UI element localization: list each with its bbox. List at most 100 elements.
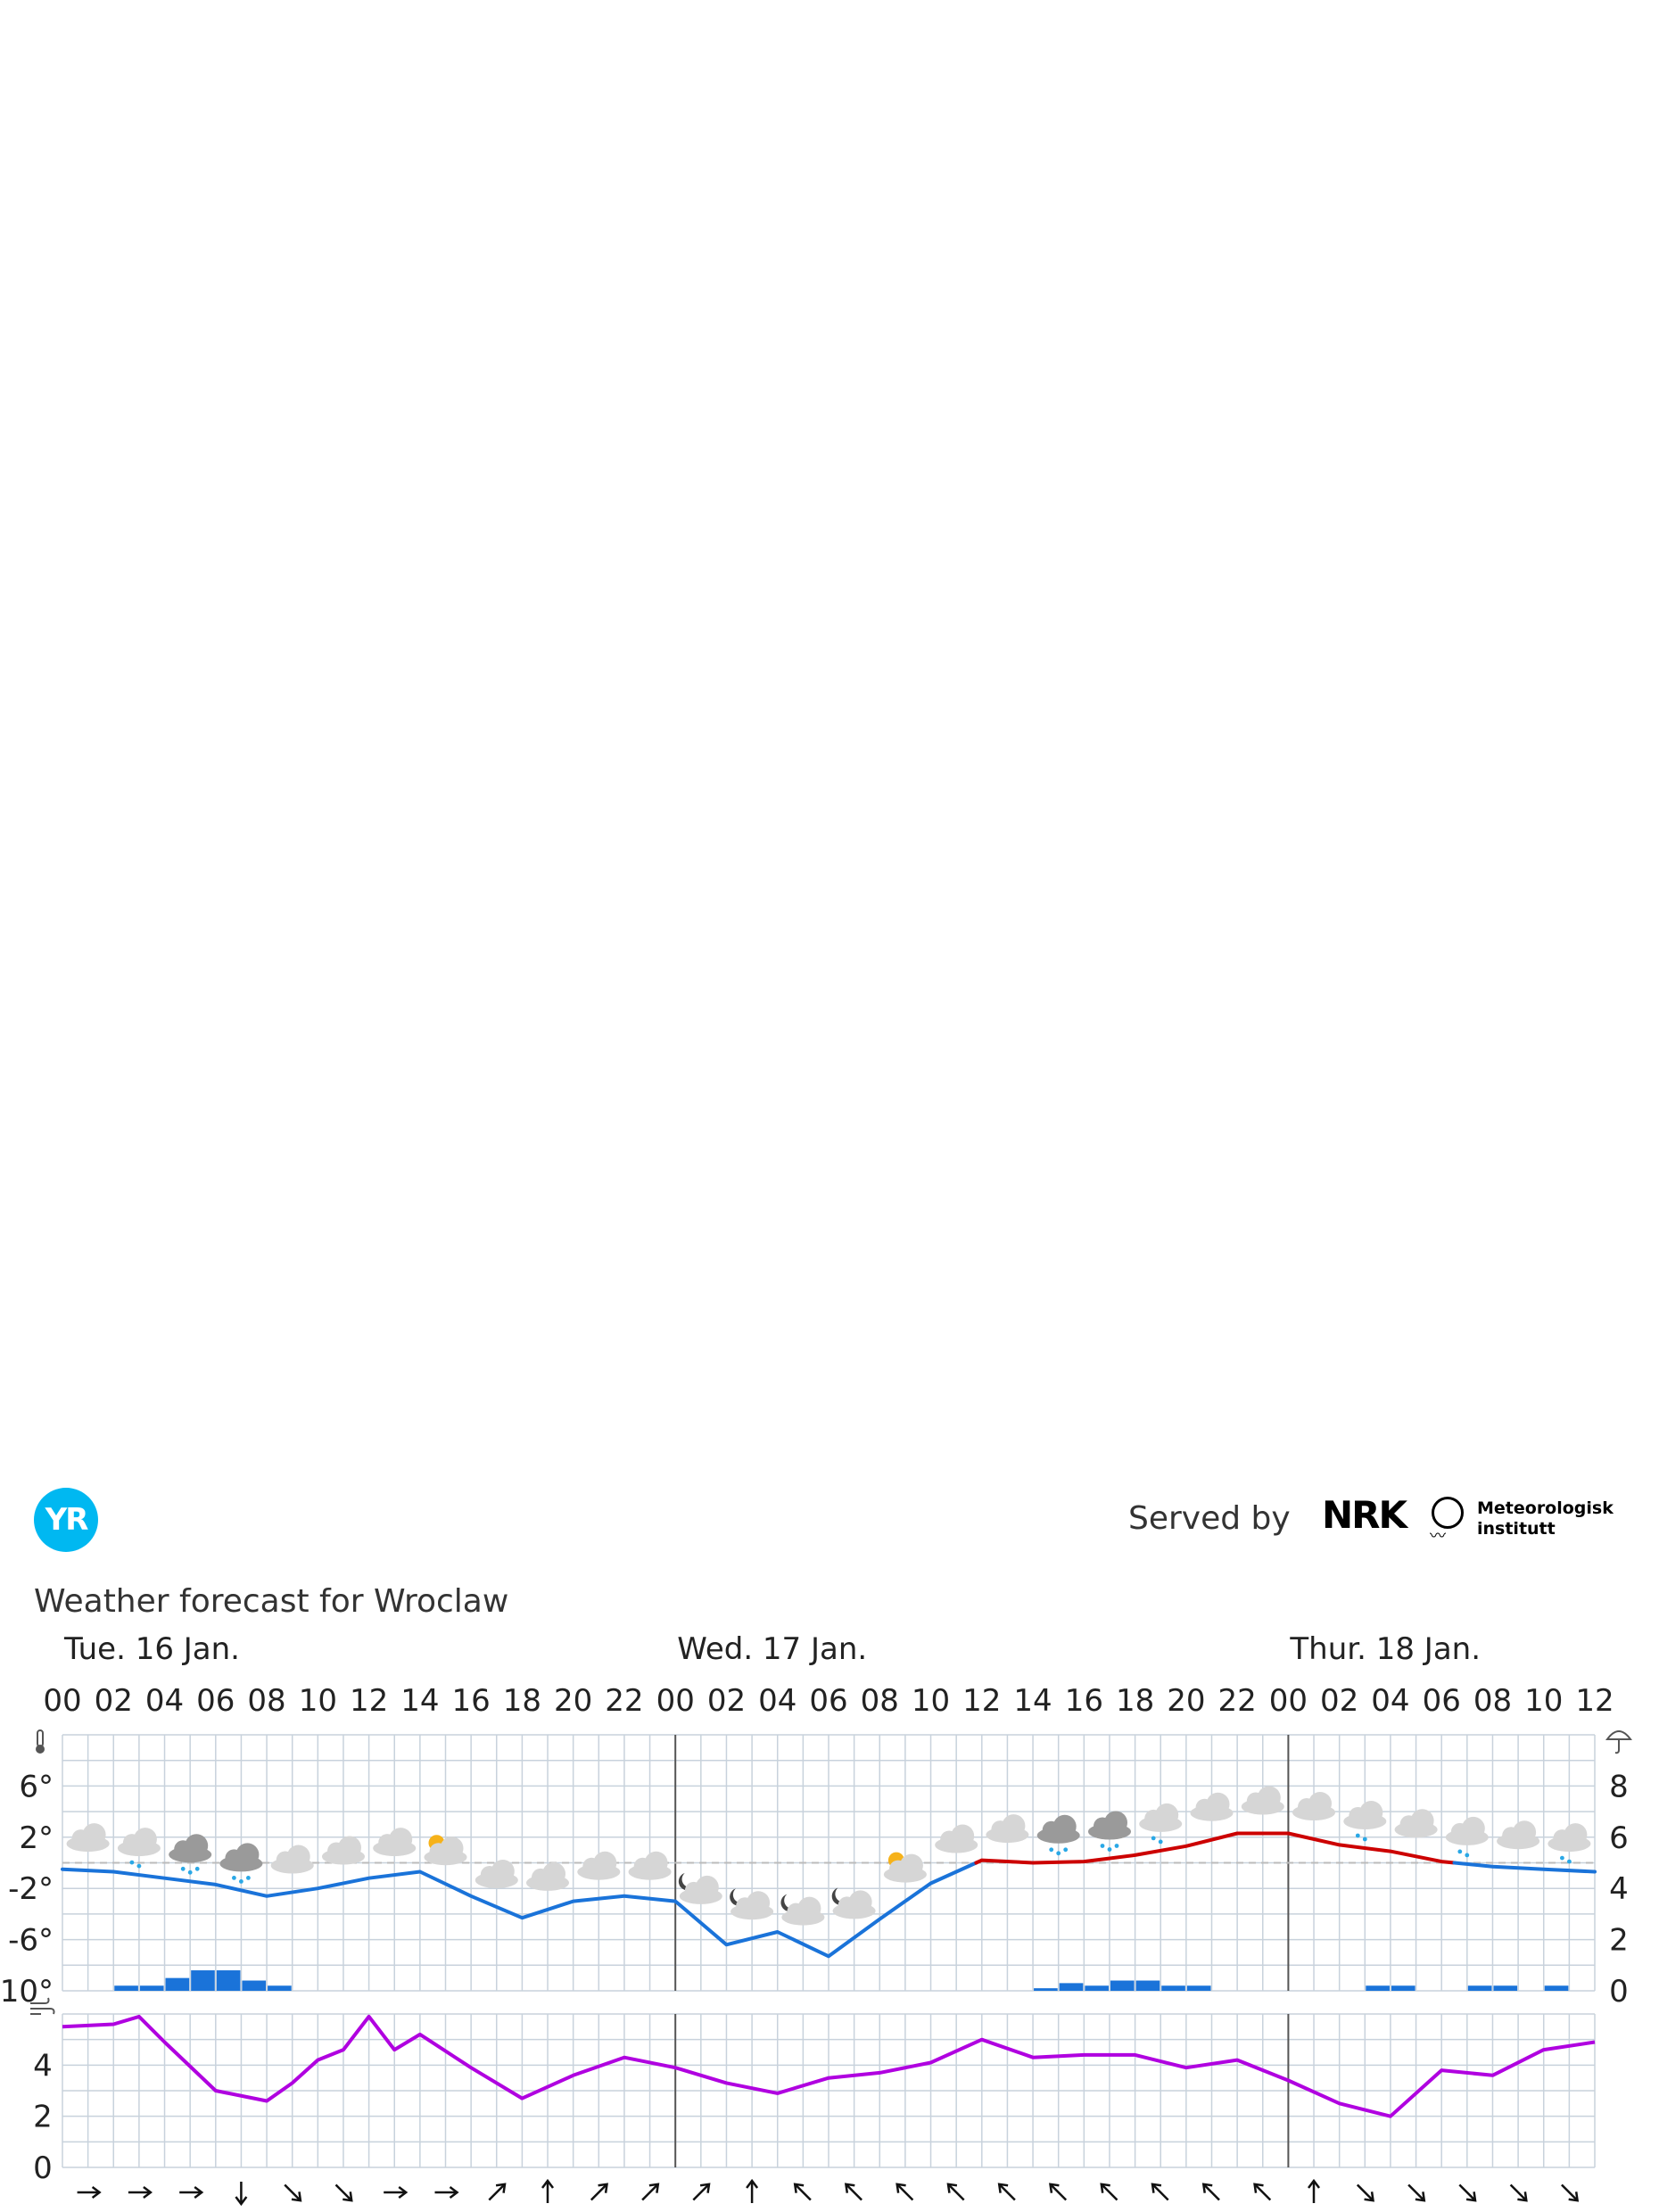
wind-arrow-icon: [284, 2183, 302, 2202]
wind-arrow-icon: [1151, 2183, 1169, 2201]
temperature-line: [974, 1858, 1036, 1865]
wind-arrow-icon: [235, 2182, 248, 2207]
wind-arrow-icon: [1253, 2183, 1272, 2201]
precip-bar: [1186, 1985, 1211, 1991]
wind-arrow-icon: [1561, 2183, 1580, 2202]
cloudy-icon: [66, 1823, 110, 1853]
precip-bar: [1085, 1985, 1109, 1991]
cloudy-icon: [935, 1824, 978, 1853]
x-tick-label: 02: [707, 1683, 746, 1719]
precip-bar: [268, 1985, 292, 1991]
temperature-line: [1452, 1861, 1597, 1874]
x-tick-label: 20: [554, 1683, 592, 1719]
precip-bar: [216, 1970, 241, 1991]
yr-logo[interactable]: YR: [34, 1488, 98, 1552]
wind-arrow-icon: [692, 2183, 711, 2201]
x-tick-label: 00: [43, 1683, 81, 1719]
wind-arrow-icon: [793, 2183, 812, 2201]
x-tick-label: 14: [1013, 1683, 1052, 1719]
x-tick-label: 18: [503, 1683, 541, 1719]
partly-cloudy-day-icon: [424, 1835, 467, 1866]
wind-tick-label: 2: [33, 2100, 53, 2135]
sleet-icon: [1088, 1811, 1131, 1852]
light-sleet-icon: [1445, 1816, 1489, 1858]
wind-arrow-icon: [77, 2186, 102, 2199]
x-tick-label: 02: [95, 1683, 133, 1719]
partly-cloudy-night-icon: [730, 1888, 774, 1920]
cloudy-icon: [628, 1851, 672, 1880]
y-tick-label: 2°: [19, 1820, 54, 1856]
wind-arrow-icon: [844, 2183, 863, 2201]
wind-arrow-icon: [746, 2178, 759, 2203]
wind-arrow-icon: [179, 2186, 204, 2199]
x-tick-label: 12: [350, 1683, 388, 1719]
light-rain-icon: [1343, 1801, 1387, 1842]
sleet-icon: [1036, 1814, 1080, 1856]
y-right-tick-label: 6: [1609, 1820, 1629, 1856]
x-tick-label: 08: [1473, 1683, 1512, 1719]
y-right-tick-label: 2: [1609, 1923, 1629, 1959]
cloudy-icon: [1241, 1786, 1284, 1815]
x-tick-label: 08: [247, 1683, 285, 1719]
met-wave-icon: 〰: [1430, 1527, 1446, 1546]
x-tick-label: 06: [1423, 1683, 1461, 1719]
page-title: Weather forecast for Wroclaw: [34, 1583, 509, 1620]
cloudy-icon: [270, 1845, 314, 1874]
precip-bar: [1034, 1988, 1058, 1991]
y-right-tick-label: 0: [1609, 1974, 1629, 2010]
x-tick-label: 10: [1524, 1683, 1563, 1719]
wind-line: [62, 2014, 1596, 2118]
precip-bar: [1467, 1985, 1492, 1991]
cloudy-icon: [577, 1851, 621, 1880]
wind-arrow-icon: [541, 2178, 554, 2203]
x-tick-label: 18: [1116, 1683, 1154, 1719]
x-tick-label: 00: [1269, 1683, 1308, 1719]
partly-cloudy-day-icon: [883, 1852, 927, 1883]
light-snow-icon: [1548, 1823, 1591, 1864]
x-tick-label: 20: [1167, 1683, 1205, 1719]
x-tick-label: 06: [809, 1683, 847, 1719]
x-tick-label: 04: [758, 1683, 796, 1719]
x-tick-label: 04: [145, 1683, 184, 1719]
wind-arrow-icon: [334, 2183, 353, 2202]
day-label: Tue. 16 Jan.: [63, 1631, 240, 1667]
precip-bar: [191, 1970, 215, 1991]
x-tick-label: 04: [1371, 1683, 1409, 1719]
cloudy-icon: [986, 1814, 1029, 1844]
wind-arrow-icon: [1407, 2183, 1426, 2202]
temperature-line: [61, 1861, 978, 1959]
day-label: Wed. 17 Jan.: [677, 1631, 867, 1667]
wind-arrow-icon: [946, 2183, 965, 2201]
umbrella-icon: [1605, 1730, 1632, 1754]
precip-bar: [165, 1977, 190, 1991]
y-tick-label: -6°: [8, 1923, 54, 1959]
y-tick-label: -2°: [8, 1871, 54, 1907]
light-snow-icon: [117, 1828, 161, 1869]
partly-cloudy-night-icon: [678, 1872, 722, 1904]
wind-arrow-icon: [1509, 2183, 1528, 2202]
precip-bar: [1110, 1980, 1135, 1991]
cloudy-icon: [373, 1828, 417, 1857]
x-tick-label: 02: [1320, 1683, 1358, 1719]
precip-bar: [114, 1985, 138, 1991]
wind-arrow-icon: [1049, 2183, 1068, 2201]
precip-bar: [1391, 1985, 1416, 1991]
day-label: Thur. 18 Jan.: [1289, 1631, 1481, 1667]
precip-bar: [1366, 1985, 1390, 1991]
wind-arrow-icon: [997, 2183, 1016, 2201]
nrk-logo[interactable]: NRK: [1322, 1493, 1407, 1537]
y-tick-label: 6°: [19, 1769, 54, 1804]
forecast-chart: Tue. 16 Jan. Wed. 17 Jan. Thur. 18 Jan.00 0…: [0, 1631, 1632, 2207]
met-logo[interactable]: Meteorologisk institutt: [1477, 1498, 1614, 1539]
x-tick-label: 12: [962, 1683, 1001, 1719]
precip-bar: [139, 1985, 164, 1991]
x-tick-label: 16: [452, 1683, 491, 1719]
wind-arrow-icon: [434, 2186, 459, 2199]
precip-bar: [242, 1980, 267, 1991]
x-tick-label: 10: [299, 1683, 337, 1719]
wind-tick-label: 0: [33, 2150, 53, 2186]
partly-cloudy-night-icon: [780, 1894, 825, 1926]
snow-icon: [219, 1843, 263, 1884]
cloudy-icon: [526, 1861, 569, 1891]
y-right-tick-label: 4: [1609, 1871, 1629, 1907]
